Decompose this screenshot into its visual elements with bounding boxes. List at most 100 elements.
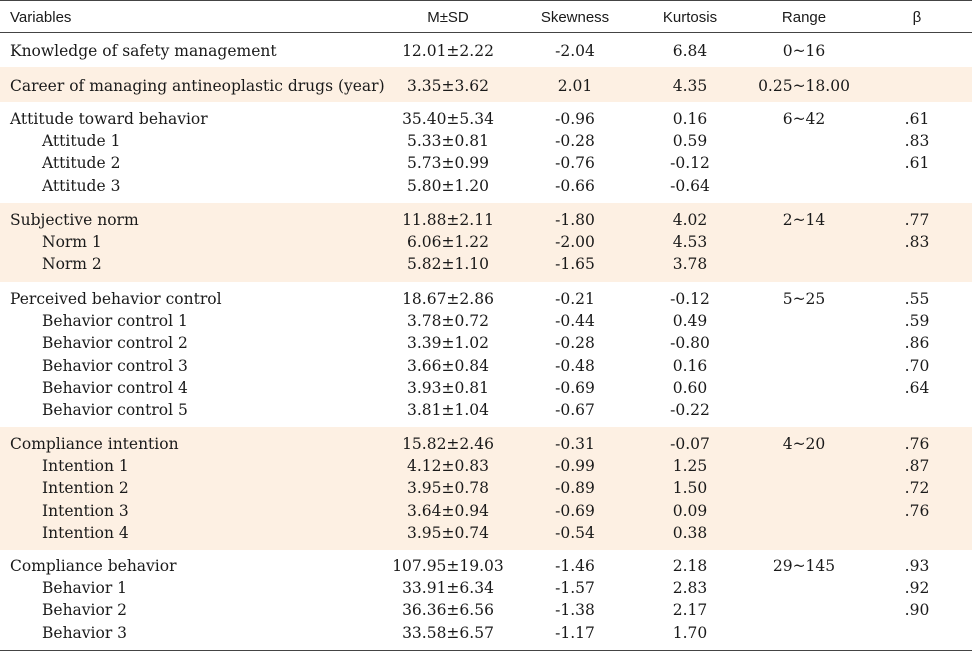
kurtosis-cell: 0.38 — [672, 523, 708, 542]
beta-cell: .72 — [904, 479, 930, 498]
kurtosis-cell: -0.64 — [670, 176, 710, 195]
beta-cell: .83 — [904, 132, 930, 151]
skewness-cell: -1.38 — [555, 601, 595, 620]
table-subrow: Behavior control 2 3.39±1.02 -0.28 -0.80 .86 — [0, 332, 972, 354]
variable-cell: Behavior control 1 — [42, 312, 188, 331]
variable-cell: Behavior 1 — [42, 579, 128, 598]
skewness-cell: -0.44 — [555, 312, 595, 331]
table-subrow: Attitude 2 5.73±0.99 -0.76 -0.12 .61 — [0, 152, 972, 174]
variable-cell: Behavior control 3 — [42, 356, 188, 375]
variable-cell: Perceived behavior control — [10, 290, 222, 308]
skewness-cell: -0.89 — [555, 479, 595, 498]
msd-cell: 4.12±0.83 — [406, 457, 489, 476]
skewness-cell: -1.80 — [555, 211, 595, 229]
msd-cell: 3.39±1.02 — [406, 334, 489, 353]
range-cell: 6~42 — [782, 110, 826, 128]
row-group: Subjective norm 11.88±2.11 -1.80 4.02 2~14 .7… — [0, 203, 972, 282]
kurtosis-cell: -0.80 — [670, 334, 710, 353]
beta-cell: .77 — [904, 211, 930, 229]
table-header: Variables M±SD Skewness Kurtosis Range β — [0, 0, 972, 33]
table-bottom-rule — [0, 650, 972, 651]
msd-cell: 18.67±2.86 — [402, 290, 494, 308]
skewness-cell: -1.46 — [555, 557, 595, 575]
msd-cell: 3.78±0.72 — [406, 312, 489, 331]
variable-cell: Attitude 2 — [42, 154, 121, 173]
range-cell: 2~14 — [782, 211, 826, 229]
range-cell: 29~145 — [772, 557, 836, 575]
table-row: Knowledge of safety management 12.01±2.22… — [0, 40, 972, 62]
msd-cell: 5.73±0.99 — [406, 154, 489, 173]
skewness-cell: -0.54 — [555, 523, 595, 542]
table-subrow: Behavior control 1 3.78±0.72 -0.44 0.49 .59 — [0, 310, 972, 332]
beta-cell: .92 — [904, 579, 930, 598]
row-group: Career of managing antineoplastic drugs … — [0, 67, 972, 102]
skewness-cell: -1.17 — [555, 623, 595, 642]
variable-cell: Behavior control 2 — [42, 334, 188, 353]
msd-cell: 35.40±5.34 — [402, 110, 494, 128]
beta-cell: .83 — [904, 233, 930, 252]
table-row: Perceived behavior control 18.67±2.86 -0.2… — [0, 288, 972, 310]
skewness-cell: -0.66 — [555, 176, 595, 195]
kurtosis-cell: 1.25 — [672, 457, 708, 476]
skewness-cell: -0.21 — [555, 290, 595, 308]
msd-cell: 33.91±6.34 — [402, 579, 494, 598]
variable-cell: Behavior control 5 — [42, 401, 188, 419]
msd-cell: 3.95±0.74 — [406, 523, 489, 542]
kurtosis-cell: 4.53 — [672, 233, 708, 252]
header-kurtosis: Kurtosis — [662, 9, 718, 26]
row-group: Attitude toward behavior 35.40±5.34 -0.96 0… — [0, 102, 972, 203]
skewness-cell: -0.99 — [555, 457, 595, 476]
msd-cell: 3.66±0.84 — [406, 356, 489, 375]
kurtosis-cell: 0.59 — [672, 132, 708, 151]
msd-cell: 36.36±6.56 — [402, 601, 494, 620]
variable-cell: Intention 4 — [42, 523, 129, 542]
header-range: Range — [781, 9, 827, 26]
table-subrow: Behavior 2 36.36±6.56 -1.38 2.17 .90 — [0, 599, 972, 621]
skewness-cell: -0.31 — [555, 435, 595, 453]
kurtosis-cell: 0.60 — [672, 378, 708, 397]
kurtosis-cell: -0.12 — [670, 290, 710, 308]
table-row: Compliance behavior 107.95±19.03 -1.46 2.18… — [0, 555, 972, 577]
row-group: Knowledge of safety management 12.01±2.22… — [0, 35, 972, 67]
variable-cell: Knowledge of safety management — [10, 42, 277, 60]
kurtosis-cell: 2.83 — [672, 579, 708, 598]
variable-cell: Intention 1 — [42, 457, 129, 476]
row-group: Compliance behavior 107.95±19.03 -1.46 2.18… — [0, 550, 972, 650]
table-subrow: Intention 2 3.95±0.78 -0.89 1.50 .72 — [0, 477, 972, 499]
skewness-cell: -0.76 — [555, 154, 595, 173]
msd-cell: 5.80±1.20 — [406, 176, 489, 195]
variable-cell: Intention 2 — [42, 479, 129, 498]
skewness-cell: -2.00 — [555, 233, 595, 252]
skewness-cell: -0.69 — [555, 501, 595, 520]
variable-cell: Compliance behavior — [10, 557, 177, 575]
skewness-cell: 2.01 — [557, 77, 593, 95]
kurtosis-cell: 4.35 — [672, 77, 708, 95]
table-row: Compliance intention 15.82±2.46 -0.31 -0.07… — [0, 433, 972, 455]
skewness-cell: -0.48 — [555, 356, 595, 375]
skewness-cell: -0.96 — [555, 110, 595, 128]
beta-cell: .76 — [904, 501, 930, 520]
skewness-cell: -0.28 — [555, 132, 595, 151]
skewness-cell: -1.65 — [555, 255, 595, 274]
msd-cell: 107.95±19.03 — [392, 557, 504, 575]
range-cell: 4~20 — [782, 435, 826, 453]
header-skewness: Skewness — [540, 9, 610, 26]
skewness-cell: -0.67 — [555, 401, 595, 419]
table-row: Career of managing antineoplastic drugs … — [0, 75, 972, 97]
variable-cell: Attitude 3 — [42, 176, 121, 195]
table-subrow: Intention 1 4.12±0.83 -0.99 1.25 .87 — [0, 455, 972, 477]
skewness-cell: -0.69 — [555, 378, 595, 397]
beta-cell: .86 — [904, 334, 930, 353]
kurtosis-cell: -0.22 — [670, 401, 710, 419]
kurtosis-cell: 2.17 — [672, 601, 708, 620]
variable-cell: Norm 2 — [42, 255, 102, 274]
range-cell: 0.25~18.00 — [758, 77, 850, 95]
kurtosis-cell: 4.02 — [672, 211, 708, 229]
table-subrow: Intention 3 3.64±0.94 -0.69 0.09 .76 — [0, 500, 972, 522]
table-row: Attitude toward behavior 35.40±5.34 -0.96 0… — [0, 108, 972, 130]
msd-cell: 3.95±0.78 — [406, 479, 489, 498]
msd-cell: 15.82±2.46 — [402, 435, 494, 453]
kurtosis-cell: 1.70 — [672, 623, 708, 642]
msd-cell: 11.88±2.11 — [402, 211, 494, 229]
table-subrow: Behavior 1 33.91±6.34 -1.57 2.83 .92 — [0, 577, 972, 599]
